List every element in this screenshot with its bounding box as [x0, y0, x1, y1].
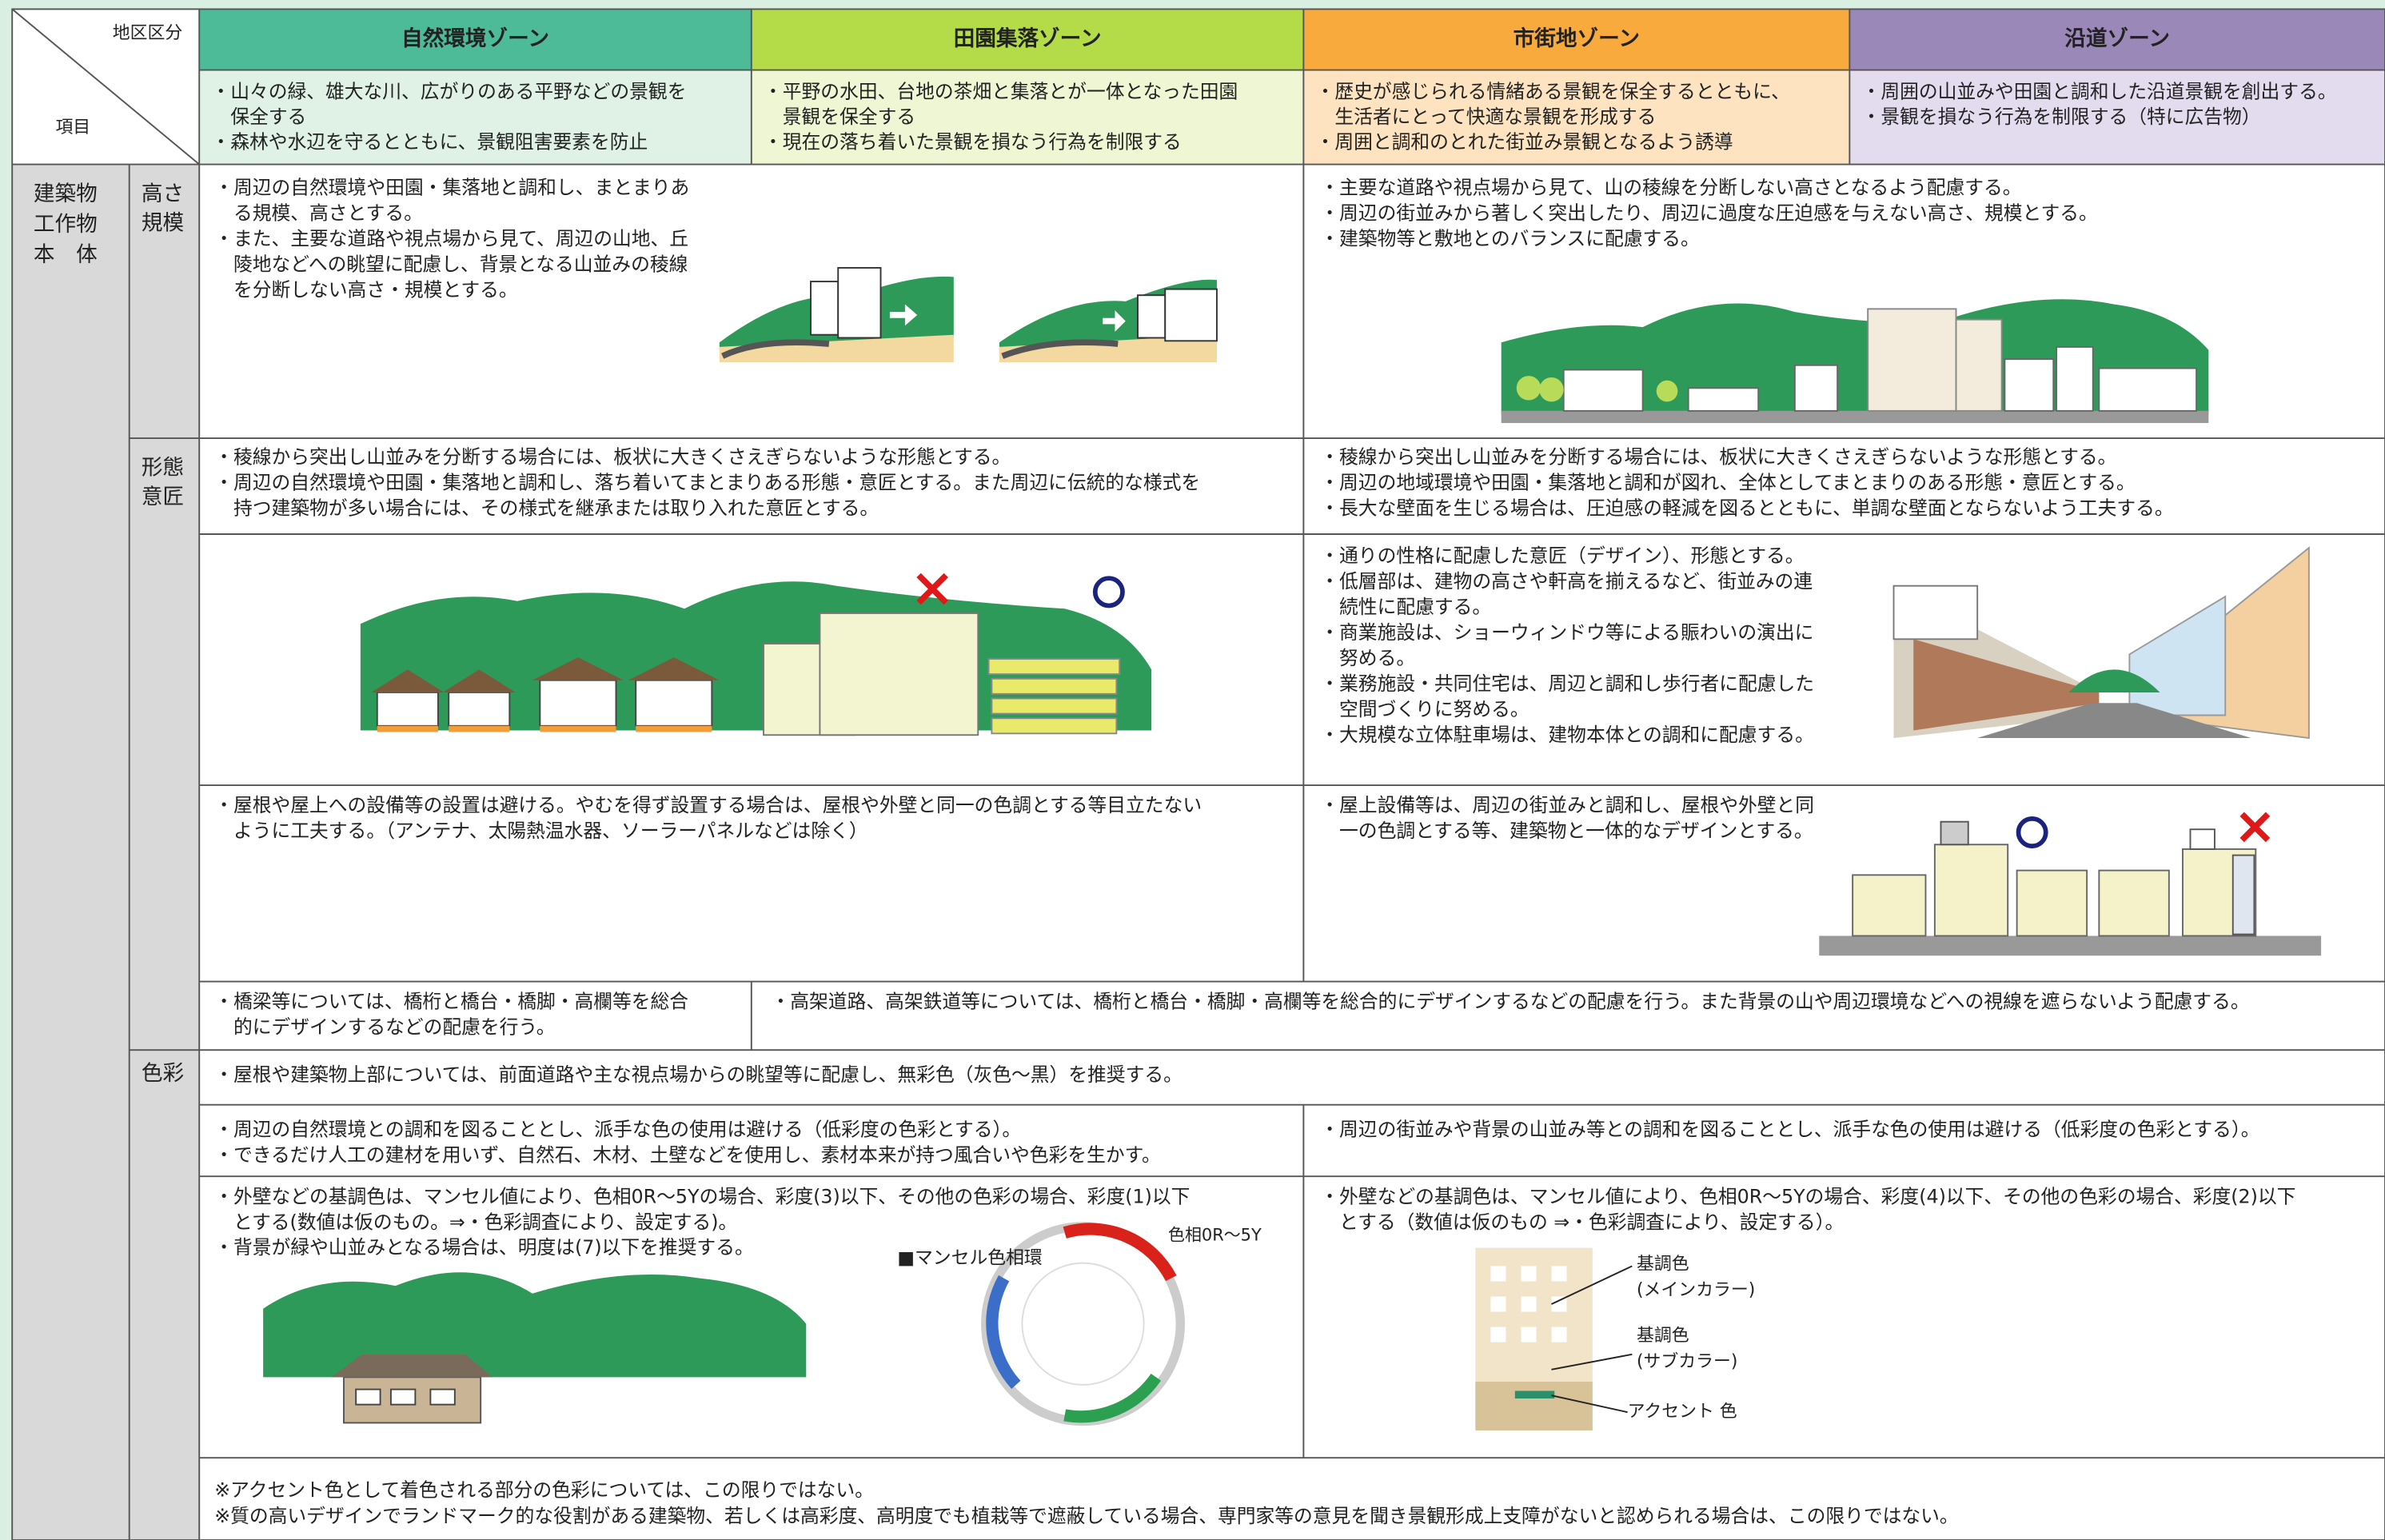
cell-text: ・周辺の地域環境や田園・集落地と調和が図れ、全体としてまとまりのある形態・意匠と… — [1320, 471, 2135, 493]
cell-text: ※アクセント色として着色される部分の色彩については、この限りではない。 — [214, 1479, 874, 1502]
subcategory-label: 形態 — [142, 456, 184, 481]
subcategory-label: 高さ — [142, 182, 184, 206]
illustrations — [263, 267, 2322, 1430]
zone-goal: ・景観を損なう行為を制限する（特に広告物） — [1862, 106, 2261, 128]
cell-text: ・周辺の自然環境との調和を図ることとし、派手な色の使用は避ける（低彩度の色彩とす… — [214, 1119, 1021, 1141]
cell-text: ・橋梁等については、橋桁と橋台・橋脚・高欄等を総合 — [214, 991, 688, 1013]
subcategory-label: 色彩 — [142, 1061, 184, 1086]
cell-text: 努める。 — [1320, 647, 1415, 669]
corner-label: 地区区分 — [113, 23, 183, 43]
zone-goal: ・山々の緑、雄大な川、広がりのある平野などの景観を — [211, 81, 686, 103]
cell-text: ・業務施設・共同住宅は、周辺と調和し歩行者に配慮した — [1320, 672, 1814, 695]
cell-text: ・長大な壁面を生じる場合は、圧迫感の軽減を図るとともに、単調な壁面とならないよう… — [1320, 497, 2173, 519]
cell-text: ・周辺の自然環境や田園・集落地と調和し、まとまりあ — [214, 176, 689, 198]
cell-text: る規模、高さとする。 — [214, 201, 423, 224]
zone-name: 田園集落ゾーン — [954, 26, 1102, 51]
zone-goal: ・森林や水辺を守るとともに、景観阻害要素を防止 — [211, 130, 648, 153]
cell-text: ように工夫する。（アンテナ、太陽熱温水器、ソーラーパネルなどは除く） — [214, 820, 867, 842]
category-label: 建築物 — [34, 182, 98, 206]
cell-text: 一の色調とする等、建築物と一体的なデザインとする。 — [1320, 820, 1813, 842]
zone-goal: ・周囲の山並みや田園と調和した沿道景観を創出する。 — [1862, 81, 2337, 103]
corner-label: 項目 — [55, 118, 90, 138]
category-label: 工作物 — [34, 212, 98, 237]
category-label: 本 体 — [34, 242, 98, 267]
cell-text: ・周辺の自然環境や田園・集落地と調和し、落ち着いてまとまりある形態・意匠とする。… — [214, 471, 1200, 493]
color-label: (メインカラー) — [1637, 1280, 1755, 1300]
cell-text: とする（数値は仮のもの ⇒・色彩調査により、設定する）。 — [1320, 1211, 1844, 1233]
zone-goal: ・周囲と調和のとれた街並み景観となるよう誘導 — [1316, 130, 1733, 153]
zone-name: 市街地ゾーン — [1514, 26, 1640, 51]
cell-text: ・できるだけ人工の建材を用いず、自然石、木材、土壁などを使用し、素材本来が持つ風… — [214, 1144, 1161, 1167]
color-label: アクセント 色 — [1628, 1402, 1737, 1422]
subcategory-label: 規模 — [142, 210, 184, 235]
wheel-title: ■マンセル色相環 — [897, 1247, 1043, 1268]
zone-goal: ・現在の落ち着いた景観を損なう行為を制限する — [764, 130, 1182, 153]
cell-text: を分断しない高さ・規模とする。 — [214, 278, 517, 301]
cell-text: 続性に配慮する。 — [1320, 596, 1491, 618]
cell-text: ・低層部は、建物の高さや軒高を揃えるなど、街並みの連 — [1320, 570, 1813, 592]
color-label: (サブカラー) — [1637, 1351, 1737, 1371]
cell-text: ・商業施設は、ショーウィンドウ等による賑わいの演出に — [1320, 621, 1813, 644]
grid-lines — [11, 8, 2385, 1540]
cell-text: ・屋上設備等は、周辺の街並みと調和し、屋根や外壁と同 — [1320, 794, 1814, 816]
zone-goal: 景観を保全する — [764, 106, 915, 128]
cell-text: ・また、主要な道路や視点場から見て、周辺の山地、丘 — [214, 227, 688, 249]
color-label: 基調色 — [1637, 1255, 1689, 1275]
subcategory-label: 意匠 — [142, 485, 184, 509]
cell-text: ・屋根や屋上への設備等の設置は避ける。やむを得ず設置する場合は、屋根や外壁と同一… — [214, 794, 1202, 816]
cell-text: ・高架道路、高架鉄道等については、橋桁と橋台・橋脚・高欄等を総合的にデザインする… — [772, 991, 2250, 1013]
cell-text: ・背景が緑や山並みとなる場合は、明度は(7)以下を推奨する。 — [214, 1236, 753, 1259]
cell-text: 空間づくりに努める。 — [1320, 698, 1529, 720]
zone-goal: ・平野の水田、台地の茶畑と集落とが一体となった田園 — [764, 81, 1238, 103]
cell-text: ・屋根や建築物上部については、前面道路や主な視点場からの眺望等に配慮し、無彩色（… — [214, 1063, 1183, 1086]
cell-text: とする(数値は仮のもの。⇒・色彩調査により、設定する)。 — [214, 1211, 737, 1233]
cell-text: ・稜線から突出し山並みを分断する場合には、板状に大きくさえぎらないような形態とす… — [214, 445, 1011, 468]
wheel-range: 色相0R～5Y — [1168, 1225, 1262, 1244]
cell-text: 持つ建築物が多い場合には、その様式を継承または取り入れた意匠とする。 — [214, 497, 879, 519]
cell-text: ・通りの性格に配慮した意匠（デザイン）、形態とする。 — [1320, 545, 1804, 567]
cell-text: ・外壁などの基調色は、マンセル値により、色相0R～5Yの場合、彩度(4)以下、そ… — [1320, 1185, 2295, 1207]
cell-text: ・建築物等と敷地とのバランスに配慮する。 — [1320, 227, 1700, 249]
cell-text: ・周辺の街並みや背景の山並み等との調和を図ることとし、派手な色の使用は避ける（低… — [1320, 1119, 2259, 1141]
color-label: 基調色 — [1637, 1326, 1689, 1346]
cell-text: ※質の高いデザインでランドマーク的な役割がある建築物、若しくは高彩度、高明度でも… — [214, 1505, 1958, 1527]
zone-name: 自然環境ゾーン — [401, 26, 549, 51]
cell-text: ・大規模な立体駐車場は、建物本体との調和に配慮する。 — [1320, 724, 1814, 746]
zone-goal: ・歴史が感じられる情緒ある景観を保全するとともに、 — [1316, 81, 1790, 103]
cell-text: ・主要な道路や視点場から見て、山の稜線を分断しない高さとなるよう配慮する。 — [1320, 176, 2021, 198]
zone-goal: 保全する — [211, 106, 306, 128]
zone-goal: 生活者にとって快適な景観を形成する — [1316, 106, 1657, 128]
cell-text: ・周辺の街並みから著しく突出したり、周辺に過度な圧迫感を与えない高さ、規模とする… — [1320, 201, 2098, 224]
cell-text: ・稜線から突出し山並みを分断する場合には、板状に大きくさえぎらないような形態とす… — [1320, 445, 2116, 468]
cell-text: ・外壁などの基調色は、マンセル値により、色相0R～5Yの場合、彩度(3)以下、そ… — [214, 1185, 1190, 1207]
cell-text: 的にデザインするなどの配慮を行う。 — [214, 1016, 555, 1039]
zone-name: 沿道ゾーン — [2064, 26, 2170, 51]
cell-text: 陵地などへの眺望に配慮し、背景となる山並みの稜線 — [214, 253, 688, 275]
